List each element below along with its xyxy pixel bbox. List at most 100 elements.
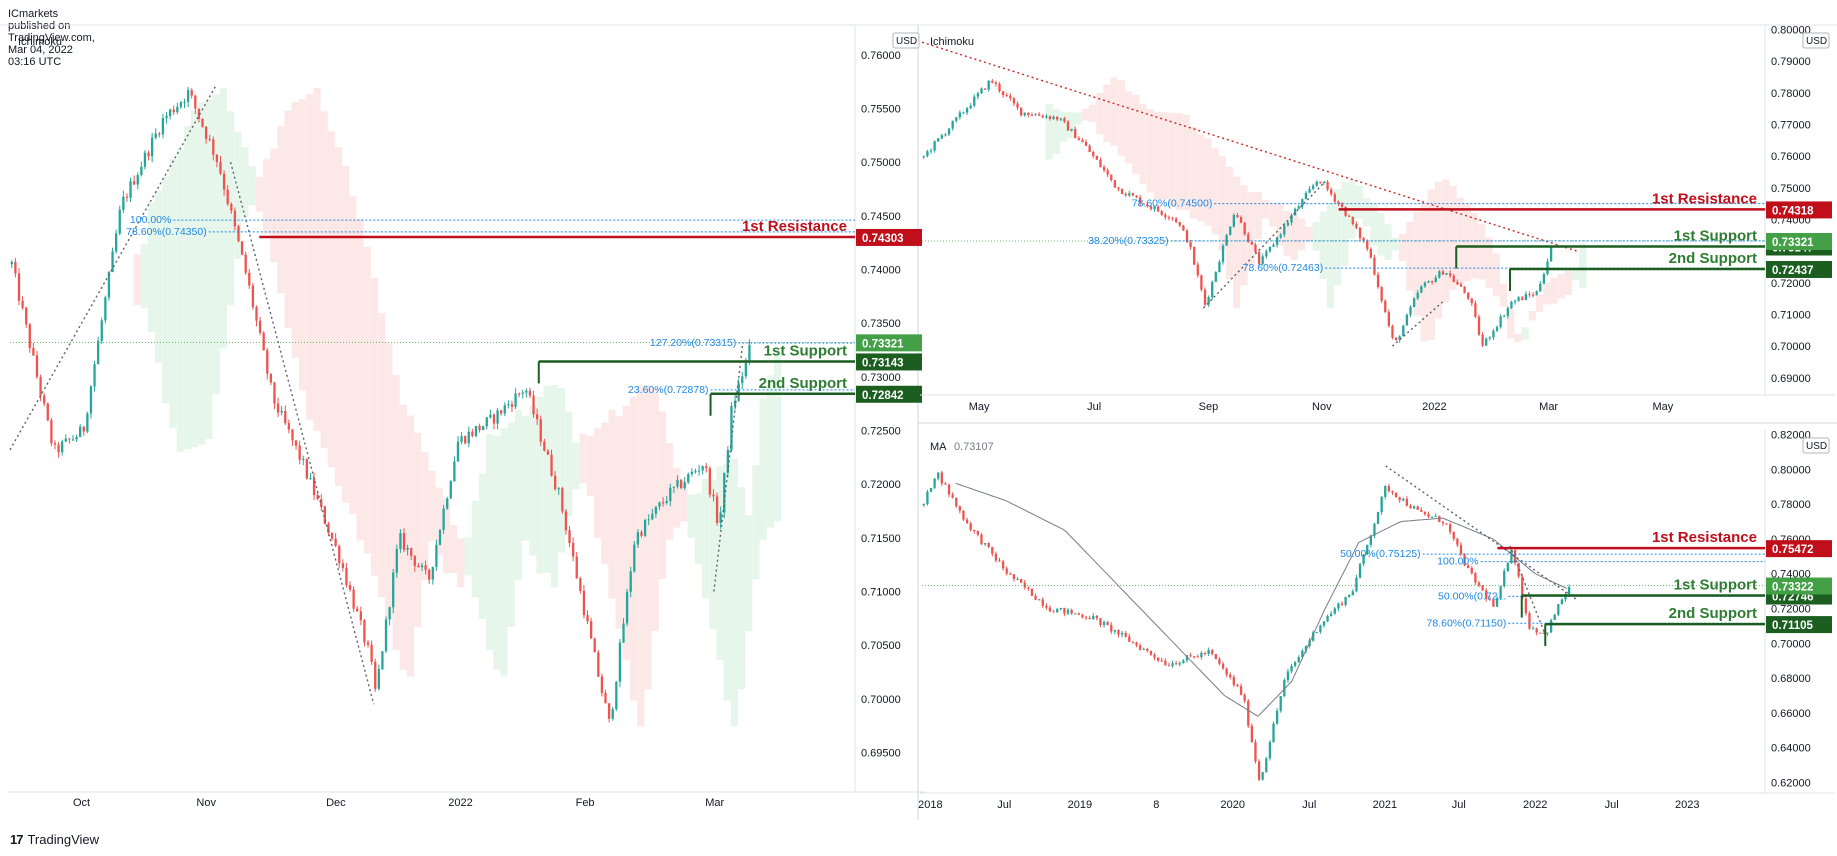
cloud-segment bbox=[529, 405, 537, 556]
candle-body bbox=[1070, 609, 1073, 614]
candle-body bbox=[539, 419, 542, 442]
candle-body bbox=[489, 414, 492, 418]
candle-body bbox=[1492, 599, 1495, 607]
candle-body bbox=[172, 109, 175, 113]
trendline bbox=[1509, 545, 1546, 635]
fib-label: 100.00% bbox=[1437, 556, 1478, 568]
cloud-segment bbox=[716, 466, 724, 660]
cloud-segment bbox=[1168, 112, 1176, 208]
price-tag-resistance bbox=[1766, 540, 1832, 558]
cloud-segment bbox=[155, 190, 163, 363]
cloud-segment bbox=[1514, 334, 1522, 343]
candle-body bbox=[449, 481, 452, 499]
candle-body bbox=[1503, 571, 1506, 587]
candle-body bbox=[1452, 275, 1455, 282]
cloud-segment bbox=[212, 94, 220, 395]
y-tick-label: 0.70000 bbox=[861, 694, 901, 706]
candle-body bbox=[1196, 264, 1199, 276]
candle-body bbox=[53, 443, 57, 445]
candle-body bbox=[222, 173, 226, 190]
candle-body bbox=[93, 364, 96, 387]
candle-body bbox=[1113, 180, 1117, 188]
candle-body bbox=[1355, 224, 1358, 228]
candle-body bbox=[1430, 516, 1434, 518]
candle-body bbox=[1099, 618, 1102, 625]
tradingview-logo[interactable]: 17 TradingView bbox=[10, 832, 99, 847]
candle-body bbox=[1412, 506, 1416, 509]
currency-badge: USD bbox=[1802, 437, 1830, 454]
candle-body bbox=[1128, 193, 1131, 196]
cloud-segment bbox=[1204, 138, 1212, 226]
candle-body bbox=[1445, 523, 1448, 525]
candle-body bbox=[1549, 620, 1553, 633]
x-tick-label: 2022 bbox=[1422, 401, 1446, 413]
candle-body bbox=[1261, 256, 1264, 264]
candle-body bbox=[1214, 654, 1217, 660]
cloud-segment bbox=[1060, 111, 1068, 142]
candle-body bbox=[356, 608, 359, 612]
candle-body bbox=[940, 135, 943, 139]
candle-body bbox=[46, 403, 49, 421]
cloud-segment bbox=[464, 537, 472, 576]
candle-body bbox=[244, 254, 247, 273]
candle-body bbox=[633, 544, 636, 572]
candle-body bbox=[370, 644, 373, 662]
candle-body bbox=[233, 210, 237, 227]
cloud-segment bbox=[1485, 237, 1493, 288]
candle-body bbox=[1012, 98, 1016, 104]
candle-body bbox=[262, 332, 265, 351]
cloud-segment bbox=[1507, 308, 1515, 339]
cloud-segment bbox=[1067, 112, 1075, 139]
cloud-segment bbox=[1132, 94, 1140, 174]
candle-body bbox=[1322, 181, 1326, 184]
candle-body bbox=[1481, 585, 1484, 591]
price-tag-text: 0.74318 bbox=[1772, 205, 1814, 217]
fib-label: 38.20%(0.73325) bbox=[1088, 235, 1169, 247]
candle-body bbox=[1348, 215, 1351, 217]
candle-body bbox=[672, 486, 676, 488]
candle-body bbox=[987, 80, 990, 90]
cloud-segment bbox=[1564, 271, 1573, 295]
candle-body bbox=[420, 565, 424, 568]
candle-body bbox=[1380, 287, 1383, 301]
currency-badge-box bbox=[892, 32, 920, 49]
candle-body bbox=[937, 472, 940, 479]
candle-body bbox=[636, 532, 640, 545]
candle-body bbox=[969, 523, 972, 530]
cloud-segment bbox=[1463, 203, 1472, 282]
indicator-label: MA bbox=[930, 441, 947, 453]
candle-body bbox=[1207, 650, 1210, 654]
candle-body bbox=[1059, 118, 1062, 120]
cloud-segment bbox=[644, 384, 652, 690]
x-tick-label: Feb bbox=[576, 797, 595, 809]
candle-body bbox=[280, 410, 283, 413]
cloud-segment bbox=[248, 166, 256, 206]
y-tick-label: 0.71500 bbox=[861, 533, 901, 545]
candle-body bbox=[298, 445, 301, 460]
current-price-tag bbox=[1766, 232, 1832, 250]
candle-body bbox=[374, 661, 377, 689]
x-tick-label: Oct bbox=[73, 797, 90, 809]
cloud-segment bbox=[1247, 191, 1255, 266]
cloud-segment bbox=[622, 405, 630, 660]
cloud-segment bbox=[586, 435, 595, 496]
candle-body bbox=[158, 133, 161, 135]
candle-body bbox=[1467, 292, 1470, 299]
candle-body bbox=[492, 414, 496, 424]
cloud-segment bbox=[1427, 189, 1436, 340]
y-tick-label: 0.75500 bbox=[861, 103, 901, 115]
candle-body bbox=[392, 572, 395, 608]
cloud-segment bbox=[572, 443, 580, 489]
current-price-tag bbox=[1766, 577, 1832, 595]
candle-body bbox=[399, 533, 402, 549]
candle-body bbox=[1012, 574, 1016, 580]
candle-body bbox=[1398, 336, 1401, 341]
candle-body bbox=[654, 506, 658, 514]
candle-body bbox=[1402, 498, 1405, 501]
candle-body bbox=[1023, 112, 1026, 116]
cloud-segment bbox=[349, 196, 357, 515]
candle-body bbox=[1358, 563, 1362, 578]
candle-body bbox=[43, 395, 46, 404]
candle-body bbox=[1045, 116, 1048, 118]
